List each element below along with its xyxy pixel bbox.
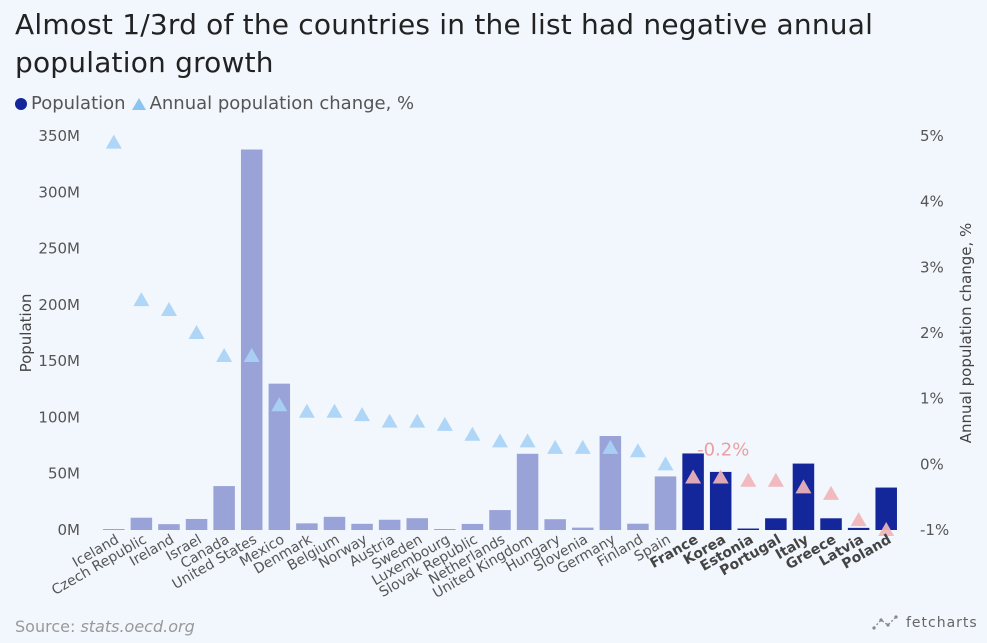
change-marker bbox=[409, 413, 426, 428]
y-tick-label: 200M bbox=[38, 296, 80, 314]
bar bbox=[103, 529, 125, 530]
legend-change: Annual population change, % bbox=[131, 93, 415, 114]
y-tick-label: 250M bbox=[38, 240, 80, 258]
change-marker bbox=[326, 403, 343, 418]
y-tick-label: 0M bbox=[58, 521, 81, 539]
change-marker bbox=[298, 403, 315, 418]
bar bbox=[792, 463, 815, 530]
change-marker bbox=[657, 456, 674, 471]
bar bbox=[572, 527, 594, 530]
change-marker bbox=[823, 485, 840, 500]
bar bbox=[599, 436, 622, 530]
bar bbox=[682, 453, 704, 530]
change-marker bbox=[160, 302, 177, 317]
change-marker bbox=[464, 426, 481, 441]
y2-tick-label: 1% bbox=[920, 390, 944, 408]
change-marker bbox=[271, 397, 288, 412]
change-marker bbox=[740, 472, 757, 487]
y-tick-label: 350M bbox=[38, 127, 80, 145]
change-marker bbox=[712, 469, 729, 484]
source-link[interactable]: stats.oecd.org bbox=[80, 617, 195, 636]
change-marker bbox=[133, 292, 150, 307]
change-marker bbox=[850, 512, 867, 527]
y-tick-label: 100M bbox=[38, 408, 80, 426]
bar bbox=[544, 519, 566, 530]
bar bbox=[489, 510, 511, 530]
change-marker bbox=[602, 439, 619, 454]
bar bbox=[709, 471, 732, 530]
bar bbox=[323, 516, 346, 530]
bar bbox=[240, 149, 263, 530]
bar bbox=[847, 527, 870, 530]
bar bbox=[461, 523, 484, 530]
y2-tick-label: 4% bbox=[920, 193, 944, 211]
change-marker bbox=[436, 416, 453, 431]
source-prefix: Source: bbox=[15, 617, 81, 636]
brand: fetcharts bbox=[872, 614, 978, 632]
bar bbox=[213, 486, 235, 530]
bar bbox=[130, 517, 153, 530]
bar bbox=[765, 518, 787, 530]
source-note: Source: stats.oecd.org bbox=[15, 617, 195, 636]
y2-tick-label: 5% bbox=[920, 127, 944, 145]
legend: Population Annual population change, % bbox=[15, 93, 420, 114]
change-marker bbox=[629, 443, 646, 458]
brand-name: fetcharts bbox=[906, 615, 978, 631]
bar bbox=[516, 453, 539, 530]
change-marker bbox=[381, 413, 398, 428]
bar bbox=[627, 523, 649, 530]
bar bbox=[654, 476, 677, 530]
change-marker bbox=[105, 134, 122, 149]
change-marker bbox=[243, 347, 260, 362]
change-marker bbox=[519, 433, 536, 448]
bar bbox=[875, 487, 897, 530]
change-marker bbox=[685, 469, 702, 484]
fetcharts-logo-icon bbox=[872, 615, 898, 630]
legend-population-label: Population bbox=[31, 93, 126, 114]
triangle-icon bbox=[131, 97, 146, 110]
y-tick-label: 300M bbox=[38, 183, 80, 201]
bar bbox=[434, 529, 456, 530]
change-marker bbox=[492, 433, 508, 448]
annotation-label: -0.2% bbox=[697, 439, 749, 460]
bar bbox=[185, 518, 208, 530]
change-marker bbox=[795, 479, 812, 494]
bar bbox=[406, 518, 428, 530]
change-marker bbox=[354, 407, 371, 422]
y2-tick-label: 3% bbox=[920, 258, 944, 276]
y-tick-label: 150M bbox=[38, 352, 80, 370]
change-marker bbox=[878, 522, 895, 536]
y-tick-label: 50M bbox=[48, 465, 80, 483]
chart-title: Almost 1/3rd of the countries in the lis… bbox=[15, 8, 874, 79]
legend-change-label: Annual population change, % bbox=[149, 93, 415, 114]
bar bbox=[820, 518, 842, 530]
bar bbox=[351, 523, 373, 530]
change-marker bbox=[547, 439, 564, 454]
change-marker bbox=[767, 472, 784, 487]
y2-tick-label: 0% bbox=[920, 455, 944, 473]
bar bbox=[737, 528, 760, 530]
change-marker bbox=[574, 439, 591, 454]
bar bbox=[268, 383, 291, 530]
y2-axis-title: Annual population change, % bbox=[957, 223, 975, 444]
bar bbox=[378, 519, 401, 530]
bar bbox=[296, 523, 318, 530]
change-marker bbox=[188, 325, 205, 339]
y-axis-title: Population bbox=[17, 294, 35, 373]
legend-population: Population bbox=[15, 93, 126, 114]
change-marker bbox=[216, 347, 233, 362]
y2-tick-label: 2% bbox=[920, 324, 944, 342]
bar bbox=[158, 524, 180, 530]
y2-tick-label: -1% bbox=[920, 521, 949, 539]
population-dot-icon bbox=[15, 97, 27, 110]
